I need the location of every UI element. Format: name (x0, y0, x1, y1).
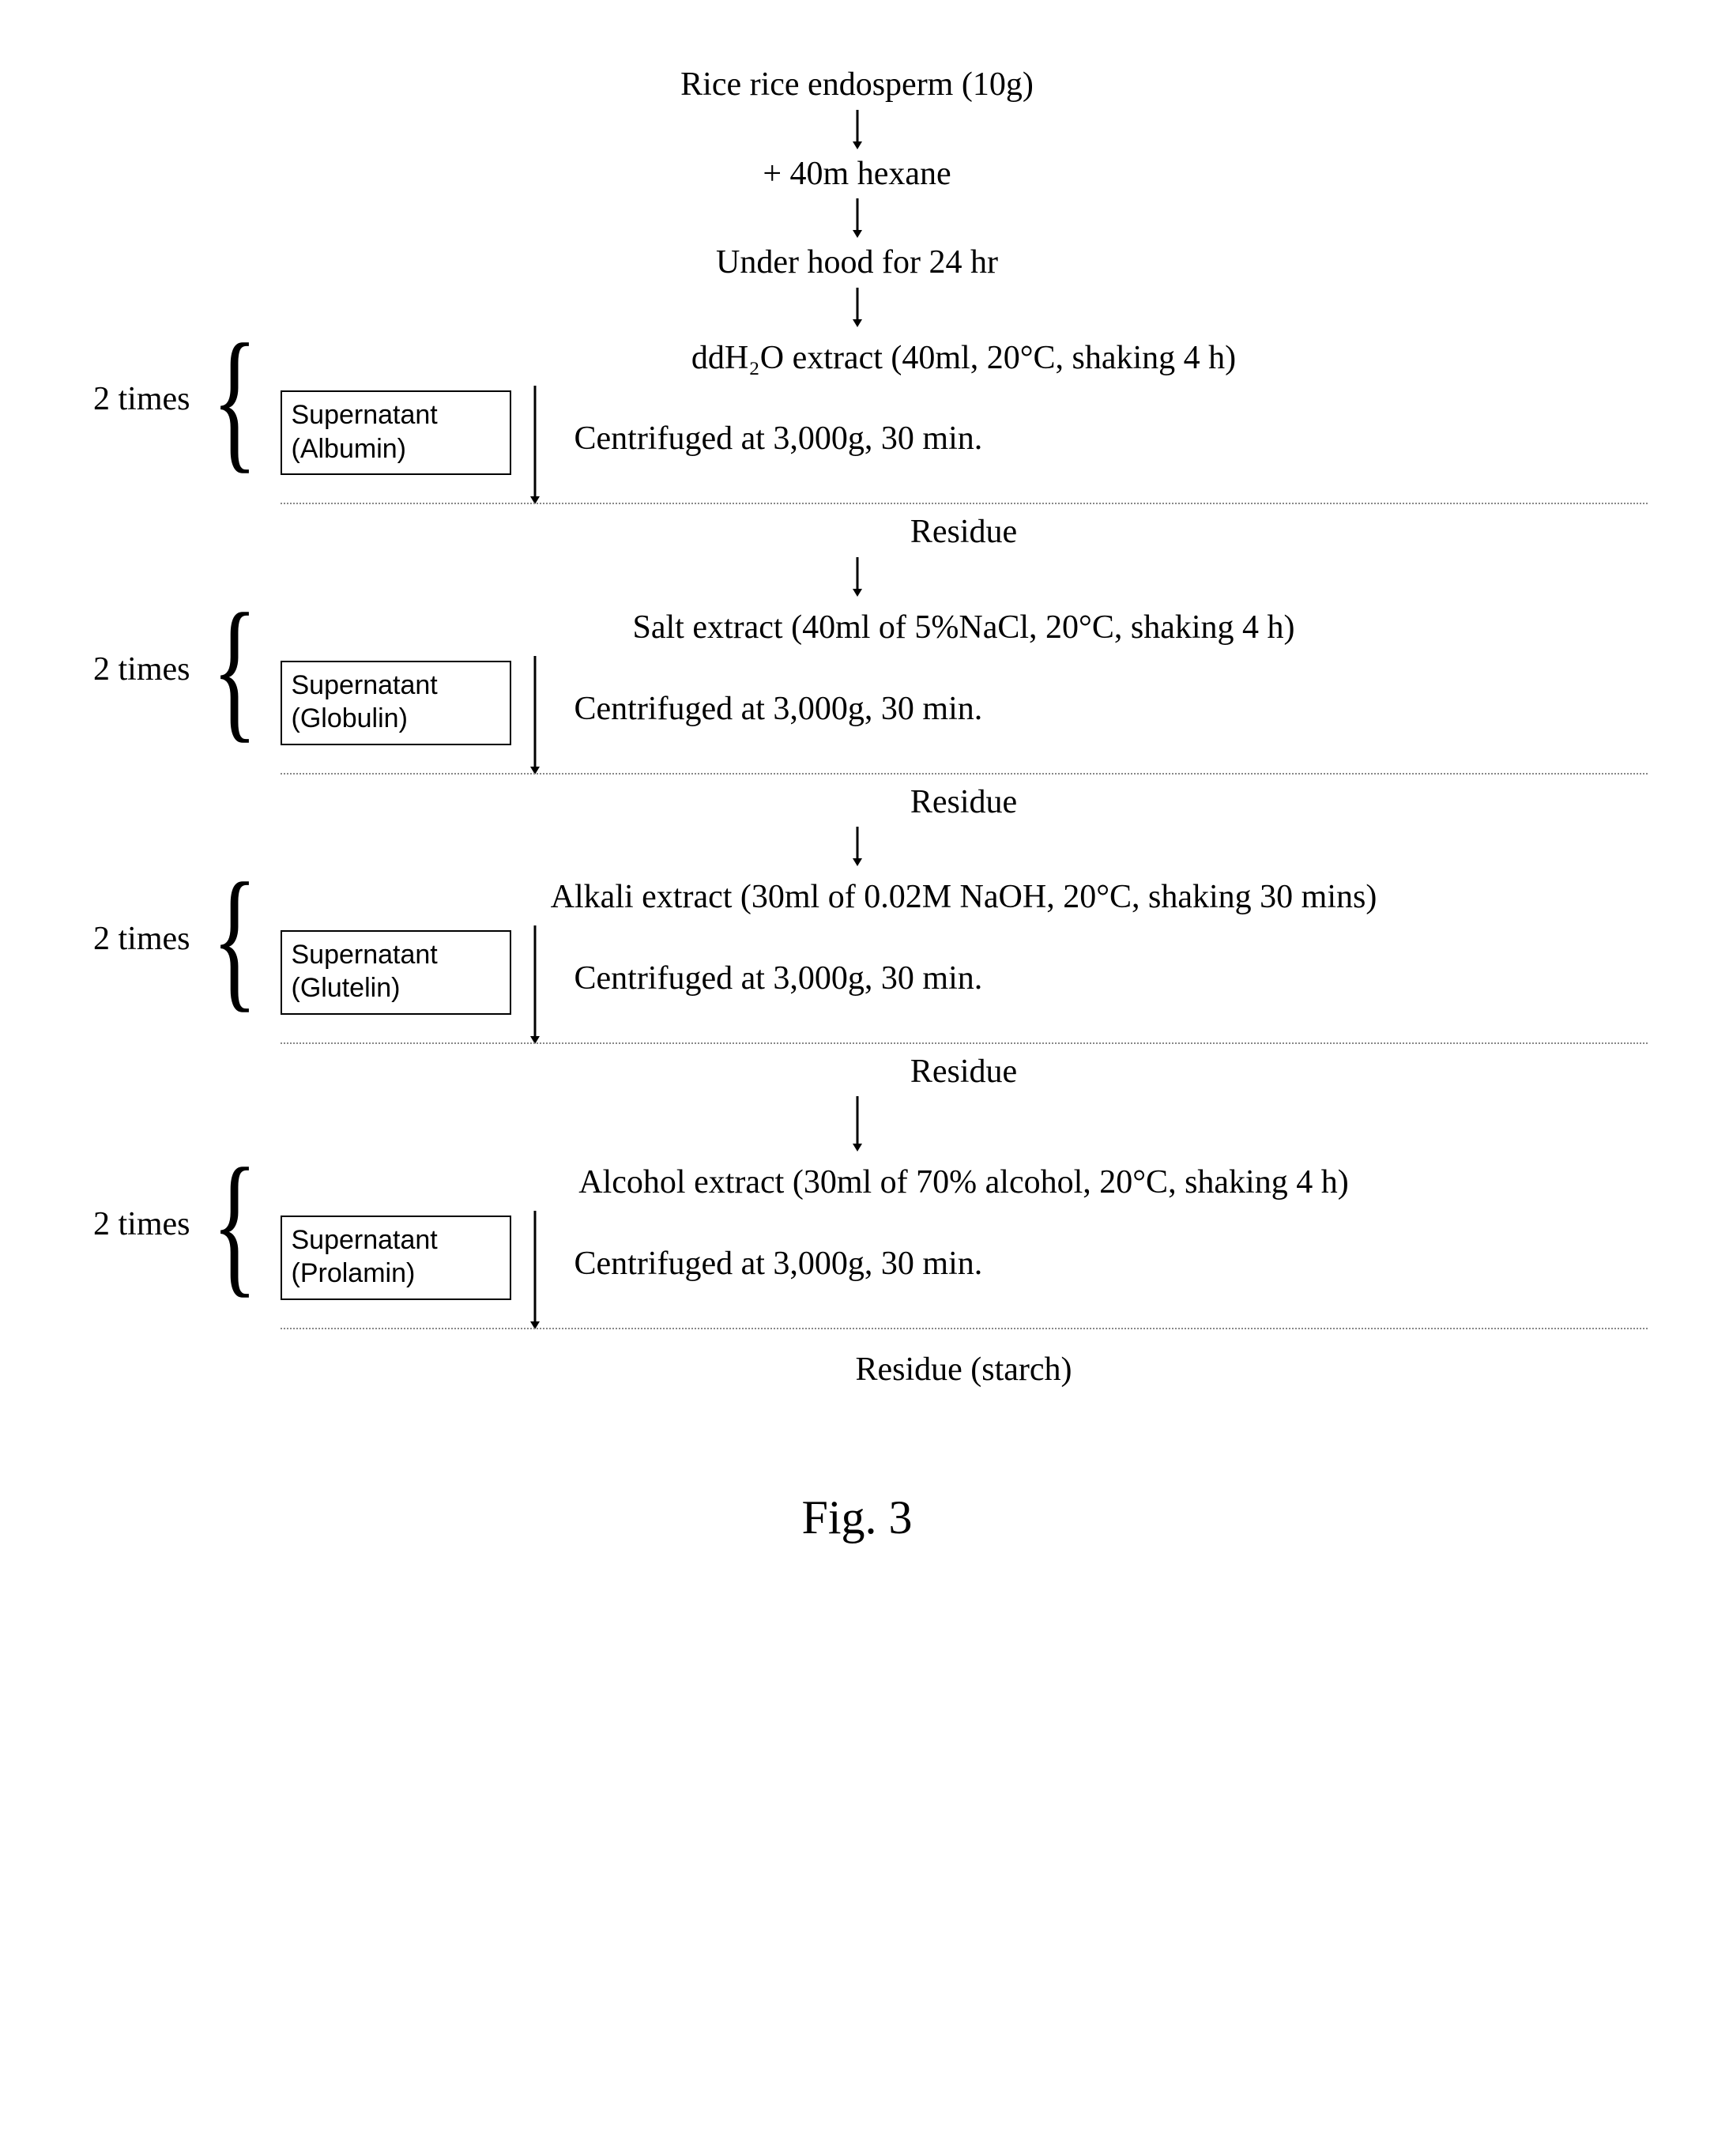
supernatant-box: Supernatant (Glutelin) (281, 930, 511, 1015)
brace-icon: { (212, 876, 258, 1002)
supernatant-box: Supernatant (Prolamin) (281, 1216, 511, 1300)
centrifuge-text: Centrifuged at 3,000g, 30 min. (559, 386, 1648, 461)
supernatant-box: Supernatant (Albumin) (281, 390, 511, 475)
stage-3: 2 times { Alkali extract (30ml of 0.02M … (67, 876, 1648, 1093)
arrow-icon (849, 288, 865, 327)
arrow-icon (527, 656, 543, 775)
extract-text: ddH₂O extract (40ml, 20°C, shaking 4 h) (281, 337, 1648, 380)
extract-text: Alcohol extract (30ml of 70% alcohol, 20… (281, 1161, 1648, 1204)
residue-text: Residue (281, 1050, 1648, 1094)
sup-l2: (Prolamin) (292, 1257, 497, 1291)
header-line-2: + 40m hexane (763, 153, 951, 196)
sup-l2: (Globulin) (292, 702, 497, 736)
header-line-3: Under hood for 24 hr (716, 241, 998, 285)
stage-left: 2 times { (67, 1161, 281, 1287)
arrow-icon (849, 110, 865, 149)
arrow-icon (849, 827, 865, 866)
repeat-label: 2 times (93, 1203, 190, 1246)
stage-left: 2 times { (67, 606, 281, 733)
header-line-1: Rice rice endosperm (10g) (680, 63, 1034, 107)
brace-icon: { (212, 1161, 258, 1287)
supernatant-box: Supernatant (Globulin) (281, 661, 511, 745)
extract-text: Alkali extract (30ml of 0.02M NaOH, 20°C… (281, 876, 1648, 919)
stage-4: 2 times { Alcohol extract (30ml of 70% a… (67, 1161, 1648, 1391)
repeat-label: 2 times (93, 918, 190, 961)
stage-2: 2 times { Salt extract (40ml of 5%NaCl, … (67, 606, 1648, 824)
dotted-divider (281, 1042, 1648, 1044)
figure-label: Fig. 3 (801, 1487, 912, 1548)
repeat-label: 2 times (93, 648, 190, 692)
residue-text: Residue (281, 781, 1648, 824)
dotted-divider (281, 773, 1648, 775)
sup-l1: Supernatant (292, 669, 497, 703)
extract-text: Salt extract (40ml of 5%NaCl, 20°C, shak… (281, 606, 1648, 650)
residue-text: Residue (281, 511, 1648, 554)
arrow-icon (527, 1211, 543, 1329)
stage-left: 2 times { (67, 337, 281, 463)
centrifuge-text: Centrifuged at 3,000g, 30 min. (559, 656, 1648, 731)
centrifuge-text: Centrifuged at 3,000g, 30 min. (559, 1211, 1648, 1286)
stage-left: 2 times { (67, 876, 281, 1002)
arrow-icon (849, 557, 865, 597)
sup-l1: Supernatant (292, 938, 497, 972)
sup-l2: (Glutelin) (292, 971, 497, 1005)
centrifuge-text: Centrifuged at 3,000g, 30 min. (559, 925, 1648, 1001)
dotted-divider (281, 503, 1648, 504)
arrow-icon (527, 925, 543, 1044)
stage-1: 2 times { ddH₂O extract (40ml, 20°C, sha… (67, 337, 1648, 554)
dotted-divider (281, 1328, 1648, 1329)
brace-icon: { (212, 606, 258, 733)
sup-l1: Supernatant (292, 1223, 497, 1257)
sup-l1: Supernatant (292, 398, 497, 432)
residue-text: Residue (starch) (281, 1348, 1648, 1392)
brace-icon: { (212, 337, 258, 463)
repeat-label: 2 times (93, 378, 190, 421)
flowchart: Rice rice endosperm (10g) + 40m hexane U… (67, 63, 1648, 1548)
sup-l2: (Albumin) (292, 432, 497, 466)
arrow-icon (849, 1096, 865, 1152)
arrow-icon (527, 386, 543, 504)
arrow-icon (849, 198, 865, 238)
